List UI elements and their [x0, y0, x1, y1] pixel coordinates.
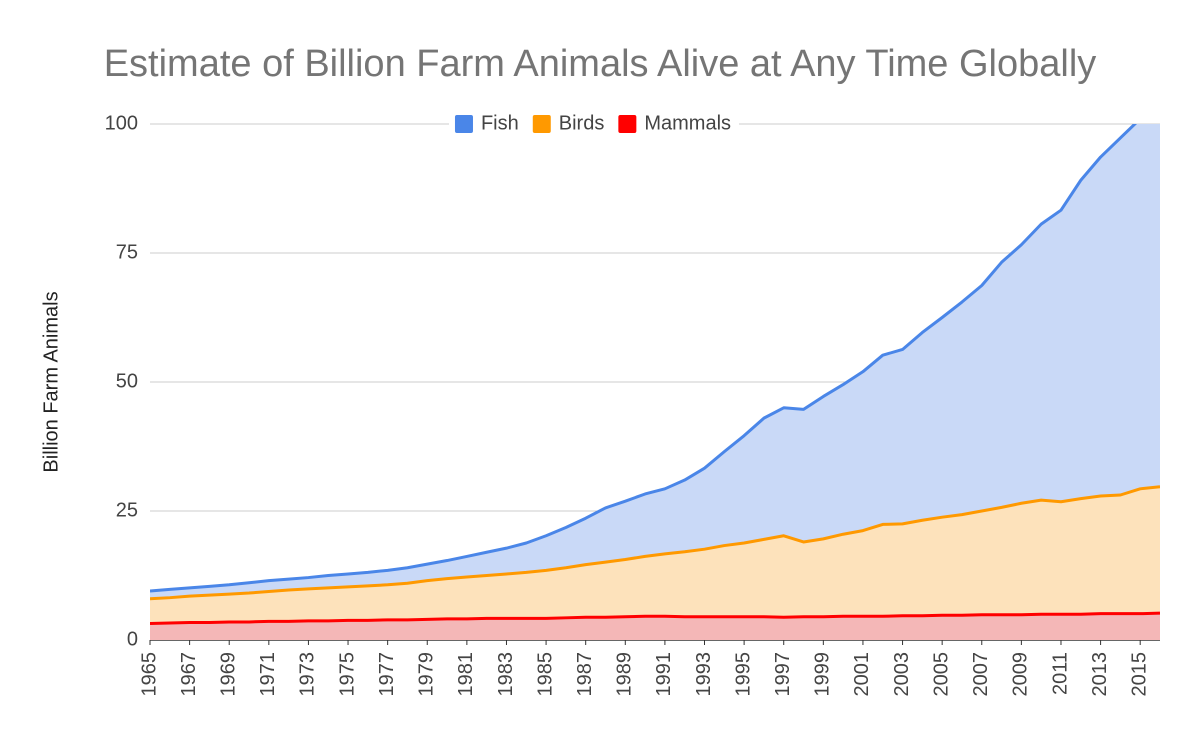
x-tick-label: 1965	[138, 652, 160, 697]
x-tick-label: 1979	[416, 652, 438, 697]
x-tick-label: 1981	[455, 652, 477, 697]
x-tick-label: 1967	[178, 652, 200, 697]
chart-title: Estimate of Billion Farm Animals Alive a…	[104, 43, 1097, 85]
x-tick-label: 1997	[772, 652, 794, 697]
area	[150, 486, 1160, 624]
x-tick-label: 2009	[1010, 652, 1032, 697]
x-tick-label: 1969	[217, 652, 239, 697]
x-tick-label: 1973	[297, 652, 319, 697]
y-tick-label: 25	[116, 499, 138, 521]
legend-label: Birds	[559, 112, 605, 134]
plot-area	[150, 124, 1160, 640]
x-tick-label: 1975	[336, 652, 358, 697]
x-tick-label: 2011	[1049, 652, 1071, 695]
x-tick-label: 2005	[930, 652, 952, 697]
x-tick-label: 1989	[614, 652, 636, 697]
y-axis-label: Billion Farm Animals	[40, 291, 62, 472]
x-tick-label: 1991	[653, 652, 675, 697]
x-tick-label: 2003	[891, 652, 913, 697]
area	[150, 124, 1160, 599]
series-line	[150, 124, 1138, 593]
legend-swatch	[532, 115, 551, 133]
legend-swatch	[618, 115, 637, 133]
legend: Fish Birds Mammals	[448, 111, 740, 137]
series-line	[150, 485, 1160, 601]
legend-label: Mammals	[644, 112, 731, 134]
legend-swatch	[454, 115, 473, 133]
x-tick-label: 1985	[534, 652, 556, 697]
x-tick-label: 1993	[693, 652, 715, 697]
legend-label: Fish	[481, 112, 519, 134]
series-line	[150, 611, 1160, 625]
x-tick-label: 1977	[376, 652, 398, 697]
y-tick-label: 75	[116, 241, 138, 263]
x-tick-label: 2013	[1089, 652, 1111, 697]
x-tick-label: 1983	[495, 652, 517, 697]
legend-background	[448, 111, 740, 137]
x-tick-label: 1999	[812, 652, 834, 697]
x-tick-label: 2001	[851, 652, 873, 697]
x-tick-label: 1995	[732, 652, 754, 697]
y-tick-label: 50	[116, 370, 138, 392]
x-tick-label: 1971	[257, 652, 279, 697]
x-tick-label: 2015	[1128, 652, 1150, 697]
x-tick-label: 1987	[574, 652, 596, 697]
x-tick-label: 2007	[970, 652, 992, 697]
grid: 0 25 50 75 100 1965 1967 1969 1971 1973 1975 1977 19…	[105, 112, 1160, 697]
y-tick-label: 0	[127, 628, 138, 650]
y-tick-label: 100	[105, 112, 138, 134]
